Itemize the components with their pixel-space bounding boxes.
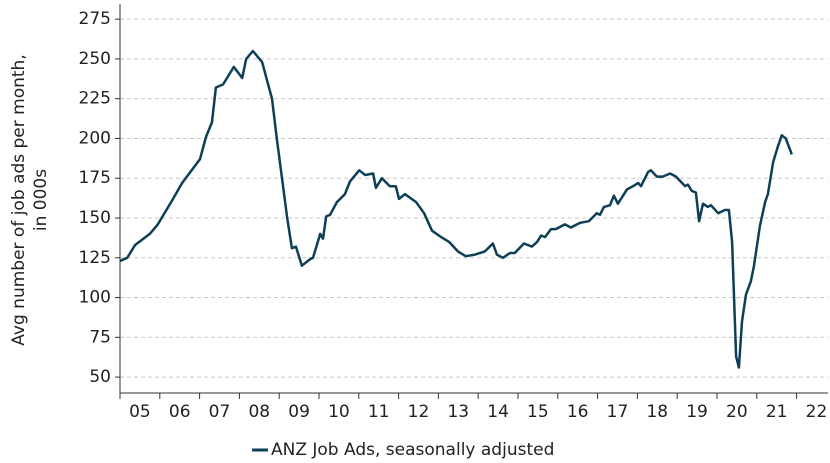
x-tick-label: 06 (169, 402, 191, 422)
x-tick-label: 10 (328, 402, 350, 422)
data-line (119, 49, 793, 369)
x-tick-label: 18 (646, 402, 668, 422)
y-tick-label: 250 (79, 49, 111, 69)
x-tick-label: 22 (806, 402, 828, 422)
y-tick-label: 100 (79, 288, 111, 308)
x-tick-label: 17 (607, 402, 629, 422)
x-tick-label: 20 (726, 402, 748, 422)
x-tick-label: 15 (527, 402, 549, 422)
x-tick-label: 08 (248, 402, 270, 422)
x-tick-label: 21 (766, 402, 788, 422)
x-tick-label: 12 (408, 402, 430, 422)
y-tick-label: 175 (79, 168, 111, 188)
y-tick-label: 50 (89, 367, 111, 387)
x-tick-label: 13 (447, 402, 469, 422)
x-tick-label: 07 (209, 402, 231, 422)
y-tick-label: 275 (79, 9, 111, 29)
y-tick-label: 225 (79, 89, 111, 109)
y-axis-label: Avg number of job ads per month, (9, 54, 29, 345)
x-tick-label: 11 (368, 402, 390, 422)
x-tick-label: 19 (686, 402, 708, 422)
x-tick-label: 16 (567, 402, 589, 422)
x-tick-label: 09 (288, 402, 310, 422)
y-tick-label: 75 (89, 327, 111, 347)
x-tick-label: 05 (129, 402, 151, 422)
legend-label: ANZ Job Ads, seasonally adjusted (271, 440, 554, 460)
x-tick-label: 14 (487, 402, 509, 422)
y-tick-label: 150 (79, 208, 111, 228)
y-axis-label: in 000s (31, 169, 51, 231)
y-tick-label: 125 (79, 248, 111, 268)
y-tick-label: 200 (79, 128, 111, 148)
